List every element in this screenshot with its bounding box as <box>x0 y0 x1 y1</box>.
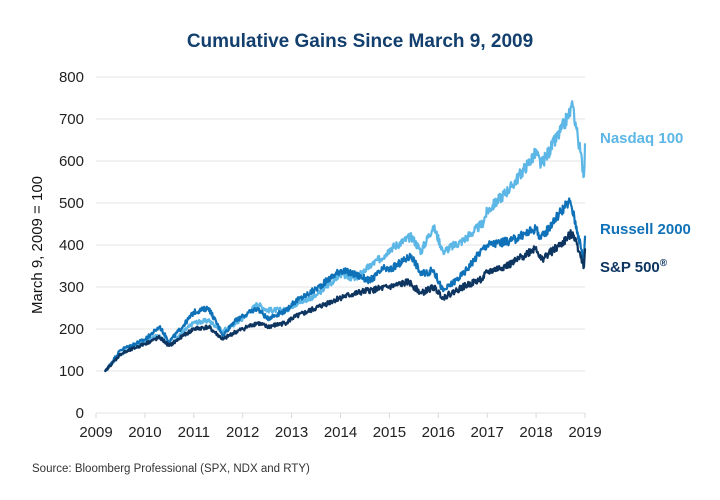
y-tick-label: 300 <box>59 279 84 296</box>
chart-title: Cumulative Gains Since March 9, 2009 <box>187 31 533 52</box>
x-tick-label: 2009 <box>79 424 112 441</box>
y-tick-label: 600 <box>59 153 84 170</box>
x-tick-label: 2012 <box>226 424 259 441</box>
y-tick-label: 700 <box>59 111 84 128</box>
y-tick-label: 200 <box>59 321 84 338</box>
legend-label: S&P 500® <box>600 258 668 276</box>
x-tick-label: 2018 <box>519 424 552 441</box>
series-line-nasdaq-100 <box>104 100 587 373</box>
x-tick-label: 2011 <box>178 424 210 441</box>
y-tick-label: 400 <box>59 237 84 254</box>
legend-label: Russell 2000 <box>600 221 691 238</box>
x-tick-label: 2010 <box>128 424 161 441</box>
y-tick-label: 800 <box>59 69 84 86</box>
source-note: Source: Bloomberg Professional (SPX, NDX… <box>32 463 310 475</box>
y-tick-label: 500 <box>59 195 84 212</box>
legend: Nasdaq 100 Russell 2000 S&P 500® <box>600 130 691 276</box>
gridlines <box>96 76 585 414</box>
series-lines <box>104 100 587 373</box>
y-tick-label: 100 <box>59 363 84 380</box>
series-line-russell-2000 <box>104 197 587 373</box>
series-line-s-p-500- <box>104 229 587 373</box>
y-axis: 0 100 200 300 400 500 600 700 800 <box>59 69 84 422</box>
registered-mark: ® <box>660 258 668 269</box>
legend-label: Nasdaq 100 <box>600 130 683 147</box>
x-tick-label: 2016 <box>422 424 455 441</box>
x-tick-label: 2013 <box>275 424 308 441</box>
x-tick-label: 2014 <box>324 424 357 441</box>
x-tick-label: 2017 <box>471 424 504 441</box>
x-axis: 2009 2010 2011 2012 2013 2014 2015 2016 2017 2018… <box>79 413 602 441</box>
x-tick-label: 2019 <box>568 424 601 441</box>
y-axis-label: March 9, 2009 = 100 <box>29 176 46 314</box>
x-tick-label: 2015 <box>373 424 406 441</box>
y-tick-label: 0 <box>76 405 84 422</box>
